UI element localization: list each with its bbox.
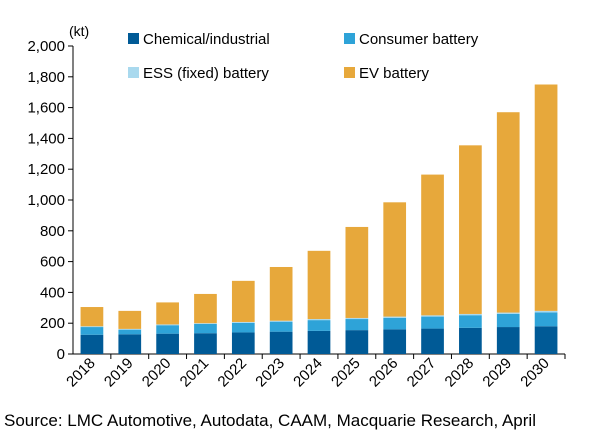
bar-2022-series-0	[231, 332, 255, 354]
bar-2021-series-0	[194, 333, 217, 354]
legend-swatch	[344, 33, 355, 44]
bar-2029-series-1	[496, 313, 520, 328]
bar-2021-series-2	[194, 323, 217, 324]
bar-2026-series-3	[383, 202, 407, 317]
bar-2030-series-0	[534, 326, 558, 354]
bar-2023-series-0	[269, 331, 293, 354]
bar-2019-series-2	[118, 328, 142, 330]
source-note: Source: LMC Automotive, Autodata, CAAM, …	[4, 411, 536, 430]
x-tick-label: 2030	[517, 355, 553, 391]
bar-2025-series-0	[345, 330, 369, 354]
bar-2019-series-1	[118, 329, 142, 335]
bar-2029-series-2	[496, 312, 520, 314]
bar-2020-series-3	[156, 302, 179, 325]
legend-label: Consumer battery	[359, 31, 479, 48]
bar-2021-series-3	[194, 293, 217, 324]
bar-2030-series-2	[534, 310, 558, 313]
x-tick-label: 2021	[177, 355, 213, 391]
bar-2026-series-1	[383, 317, 407, 330]
bar-2026-series-0	[383, 329, 407, 354]
bar-2018-series-0	[80, 334, 104, 354]
x-tick-label: 2029	[479, 355, 515, 391]
legend-swatch	[128, 33, 139, 44]
bar-2019-series-0	[118, 334, 142, 354]
x-tick-label: 2028	[442, 355, 478, 391]
x-tick-label: 2024	[290, 355, 326, 391]
x-tick-label: 2027	[404, 355, 440, 391]
bar-2022-series-1	[231, 322, 255, 333]
y-tick-label: 200	[40, 315, 65, 332]
bar-2025-series-2	[345, 317, 369, 320]
x-tick-label: 2023	[252, 355, 288, 391]
bar-2029-series-3	[496, 112, 520, 313]
bar-2030-series-1	[534, 312, 558, 327]
bar-2020-series-1	[156, 325, 179, 334]
legend-label: EV battery	[359, 65, 430, 82]
y-tick-label: 1,800	[27, 69, 65, 86]
bar-2025-series-1	[345, 319, 369, 331]
bar-2024-series-3	[307, 250, 331, 320]
bar-2030-series-3	[534, 84, 558, 311]
bar-2025-series-3	[345, 226, 369, 318]
y-tick-label: 800	[40, 223, 65, 240]
bar-2027-series-2	[421, 315, 444, 317]
bar-2028-series-1	[459, 315, 482, 328]
legend-swatch	[344, 67, 355, 78]
chart-axes	[68, 45, 566, 359]
y-tick-label: 600	[40, 254, 65, 271]
bar-2027-series-0	[421, 328, 444, 354]
bar-2021-series-1	[194, 323, 217, 334]
y-axis-unit-label: (kt)	[69, 23, 89, 39]
bar-2029-series-0	[496, 327, 520, 354]
bar-2023-series-2	[269, 320, 293, 322]
x-tick-labels: 2018 2019 2020 2021 2022 2023 2024 2025 2026 2027…	[63, 355, 553, 391]
x-tick-label: 2026	[366, 355, 402, 391]
chart-bars	[80, 84, 558, 354]
stacked-bar-chart: 2018 2019 2020 2021 2022 2023 2024 2025 2026 2027…	[27, 23, 566, 391]
x-tick-label: 2020	[139, 355, 175, 391]
bar-2020-series-2	[156, 324, 179, 326]
x-tick-label: 2025	[328, 355, 364, 391]
legend-swatch	[128, 67, 139, 78]
x-tick-label: 2018	[63, 355, 99, 391]
bar-2027-series-1	[421, 316, 444, 329]
y-tick-label: 400	[40, 284, 65, 301]
y-tick-label: 1,000	[27, 192, 65, 209]
bar-2022-series-3	[231, 280, 255, 322]
legend: Chemical/industrial Consumer battery ESS (…	[128, 31, 479, 82]
bar-2023-series-3	[269, 266, 293, 321]
y-tick-label: 1,600	[27, 100, 65, 117]
bar-2018-series-1	[80, 327, 104, 335]
x-tick-label: 2019	[101, 355, 137, 391]
bar-2026-series-2	[383, 316, 407, 318]
bar-2028-series-3	[459, 145, 482, 314]
bar-2018-series-3	[80, 307, 104, 327]
y-tick-label: 0	[57, 346, 65, 363]
x-tick-label: 2022	[215, 355, 251, 391]
bar-2023-series-1	[269, 321, 293, 332]
y-tick-labels: 0 200 400 600 800 1,000 1,200 1,400 1,600 1,800 2,…	[27, 38, 65, 363]
y-tick-label: 1,200	[27, 161, 65, 178]
legend-label: ESS (fixed) battery	[143, 65, 269, 82]
bar-2028-series-0	[459, 327, 482, 354]
bar-2024-series-0	[307, 330, 331, 354]
bar-2027-series-3	[421, 174, 444, 316]
y-tick-label: 1,400	[27, 130, 65, 147]
bar-2022-series-2	[231, 321, 255, 323]
bar-2020-series-0	[156, 333, 179, 354]
bar-2018-series-2	[80, 326, 104, 328]
bar-2028-series-2	[459, 313, 482, 316]
y-tick-label: 2,000	[27, 38, 65, 55]
legend-label: Chemical/industrial	[143, 31, 270, 48]
bar-2024-series-2	[307, 319, 331, 321]
bar-2019-series-3	[118, 310, 142, 329]
bar-2024-series-1	[307, 320, 331, 331]
